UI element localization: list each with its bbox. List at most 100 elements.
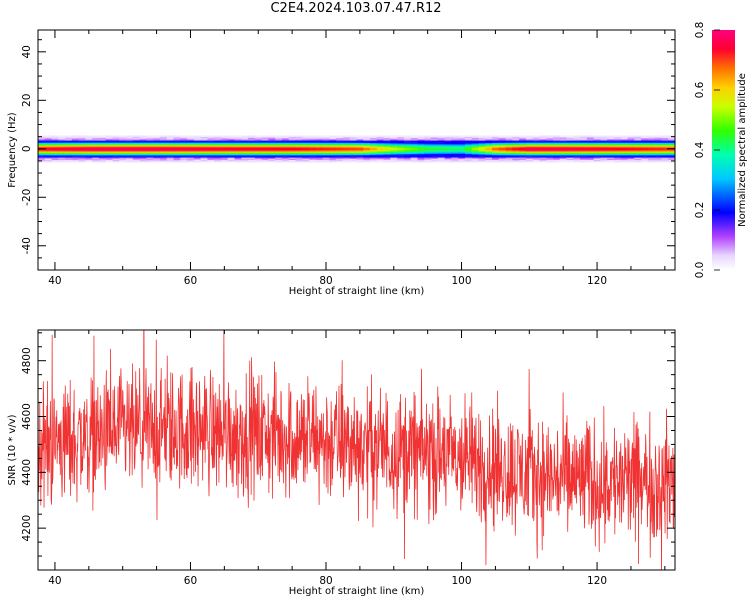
heatmap-cell	[200, 147, 208, 150]
heatmap-cell	[437, 151, 445, 153]
heatmap-cell	[261, 136, 269, 139]
heatmap-cell	[641, 139, 649, 141]
heatmap-cell	[485, 143, 493, 146]
heatmap-cell	[309, 151, 317, 153]
heatmap-cell	[431, 137, 439, 140]
heatmap-cell	[180, 160, 188, 163]
heatmap-cell	[349, 160, 357, 163]
heatmap-cell	[65, 157, 73, 159]
heatmap-cell	[336, 153, 344, 156]
heatmap-cell	[288, 154, 296, 157]
heatmap-cell	[410, 151, 418, 153]
heatmap-cell	[281, 142, 290, 145]
heatmap-cell	[275, 146, 283, 148]
heatmap-cell	[580, 146, 588, 148]
heatmap-cell	[498, 159, 506, 162]
heatmap-cell	[51, 158, 59, 160]
heatmap-cell	[71, 154, 80, 157]
heatmap-cell	[322, 142, 330, 145]
heatmap-cell	[363, 154, 371, 157]
heatmap-cell	[437, 148, 445, 151]
heatmap-cell	[71, 147, 80, 150]
heatmap-cell	[227, 148, 235, 151]
heatmap-cell	[65, 151, 73, 153]
heatmap-cell	[153, 148, 161, 151]
heatmap-cell	[180, 143, 188, 146]
heatmap-cell	[193, 147, 202, 150]
heatmap-cell	[654, 158, 662, 160]
heatmap-cell	[200, 143, 208, 146]
heatmap-cell	[505, 142, 513, 145]
heatmap-cell	[78, 152, 86, 154]
heatmap-cell	[207, 151, 215, 153]
heatmap-cell	[214, 147, 222, 150]
heatmap-cell	[214, 150, 222, 152]
heatmap-cell	[553, 141, 561, 144]
heatmap-cell	[220, 147, 229, 150]
heatmap-cell	[458, 141, 466, 144]
heatmap-cell	[180, 154, 188, 157]
heatmap-cell	[51, 137, 59, 140]
heatmap-cell	[620, 142, 628, 145]
heatmap-cell	[600, 135, 608, 137]
heatmap-cell	[322, 148, 330, 151]
heatmap-cell	[614, 141, 622, 144]
heatmap-cell	[580, 157, 588, 159]
heatmap-cell	[187, 158, 195, 160]
heatmap-cell	[126, 145, 134, 147]
heatmap-cell	[485, 156, 493, 158]
heatmap-cell	[227, 156, 235, 158]
heatmap-cell	[546, 150, 554, 152]
heatmap-cell	[525, 142, 534, 145]
heatmap-cell	[275, 147, 283, 150]
heatmap-cell	[153, 158, 161, 160]
heatmap-cell	[322, 159, 330, 162]
heatmap-cell	[329, 137, 337, 140]
heatmap-cell	[248, 147, 256, 150]
heatmap-cell	[546, 160, 554, 163]
heatmap-cell	[288, 147, 296, 150]
heatmap-cell	[654, 140, 662, 142]
heatmap-cell	[668, 139, 675, 141]
heatmap-cell	[661, 160, 669, 163]
heatmap-cell	[38, 139, 46, 141]
heatmap-cell	[336, 151, 344, 153]
heatmap-cell	[390, 151, 398, 153]
heatmap-cell	[668, 142, 675, 145]
heatmap-cell	[397, 142, 405, 145]
heatmap-cell	[322, 154, 330, 157]
heatmap-cell	[498, 145, 506, 147]
heatmap-cell	[58, 152, 66, 154]
heatmap-cell	[492, 158, 500, 160]
heatmap-cell	[58, 145, 66, 147]
heatmap-cell	[98, 135, 107, 137]
heatmap-cell	[85, 152, 93, 154]
heatmap-cell	[661, 143, 669, 146]
heatmap-cell	[654, 150, 662, 152]
heatmap-cell	[92, 145, 100, 147]
heatmap-cell	[329, 159, 337, 162]
heatmap-cell	[363, 137, 371, 140]
heatmap-cell	[200, 159, 208, 162]
heatmap-cell	[200, 141, 208, 144]
heatmap-cell	[464, 145, 473, 147]
heatmap-cell	[417, 136, 425, 139]
heatmap-cell	[363, 142, 371, 145]
heatmap-cell	[573, 145, 581, 147]
heatmap-cell	[71, 145, 80, 147]
heatmap-cell	[566, 142, 574, 145]
heatmap-cell	[322, 157, 330, 159]
heatmap-cell	[315, 135, 324, 137]
heatmap-cell	[44, 160, 52, 163]
heatmap-cell	[180, 141, 188, 144]
heatmap-cell	[200, 148, 208, 151]
heatmap-cell	[71, 156, 80, 158]
heatmap-cell	[105, 143, 113, 146]
colorbar-tick-label: 0.0	[694, 262, 706, 279]
heatmap-cell	[573, 153, 581, 156]
heatmap-cell	[159, 136, 168, 139]
heatmap-cell	[505, 140, 513, 142]
heatmap-cell	[492, 154, 500, 157]
heatmap-cell	[607, 139, 615, 141]
heatmap-cell	[485, 146, 493, 148]
